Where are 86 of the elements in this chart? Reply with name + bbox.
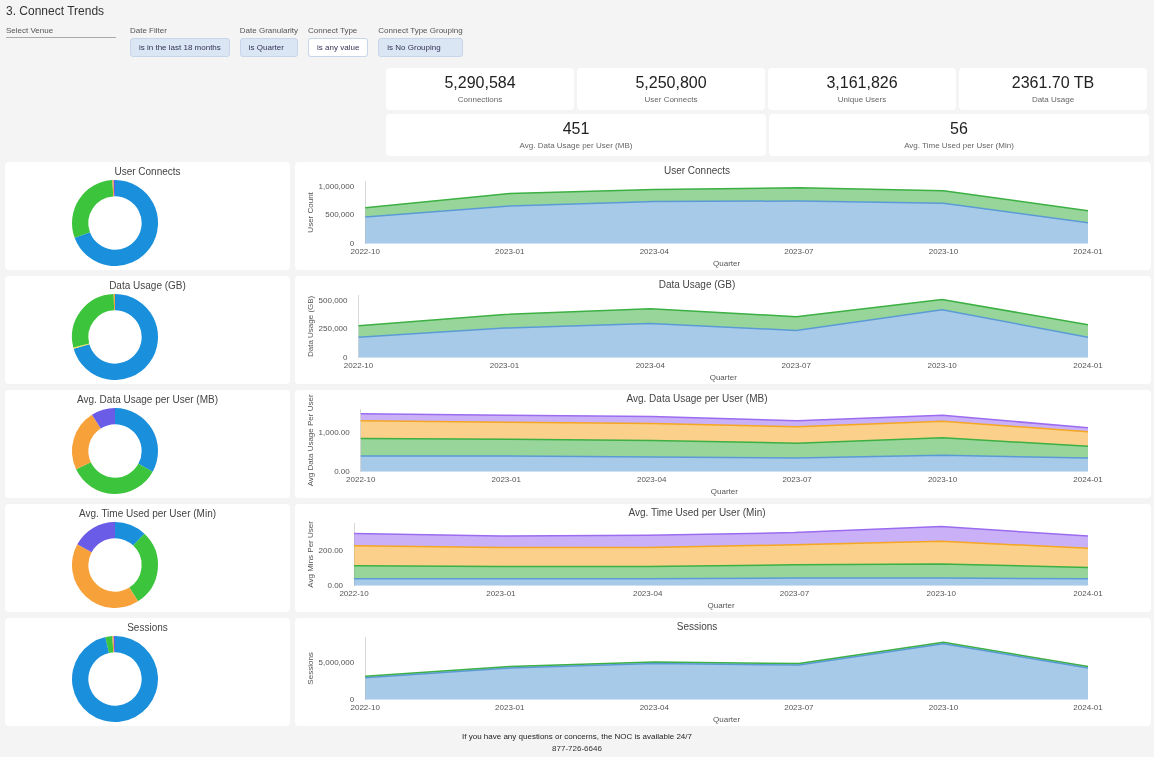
- x-tick-label: 2024-01: [1073, 246, 1104, 256]
- text: User Connects: [643, 95, 699, 104]
- x-axis-title: Quarter: [713, 259, 741, 269]
- x-tick-label: 2022-10: [346, 474, 376, 484]
- x-axis-title: Quarter: [709, 373, 738, 383]
- y-tick-label: 0.00: [334, 467, 351, 476]
- x-axis-title: Quarter: [710, 487, 739, 497]
- x-tick-label: 2022-10: [339, 588, 370, 598]
- chart-title: Sessions: [126, 622, 169, 633]
- y-axis-title: Avg Mins Per User: [306, 520, 315, 588]
- x-tick-label: 2023-10: [927, 474, 958, 484]
- chart-title: Avg. Time Used per User (Min): [77, 508, 218, 519]
- y-tick-label: 500,000: [318, 295, 349, 305]
- text: Connect Type Grouping: [378, 26, 463, 35]
- x-tick-label: 2023-04: [639, 702, 670, 712]
- text: Connections: [456, 95, 504, 104]
- x-tick-label: 2022-10: [350, 702, 381, 712]
- x-tick-label: 2023-04: [639, 246, 670, 256]
- text: 5,250,800: [634, 74, 708, 92]
- text: 5,290,584: [443, 74, 517, 92]
- text: is Quarter: [239, 38, 299, 57]
- x-axis-title: Quarter: [713, 715, 741, 725]
- text: Data Usage: [1030, 95, 1076, 104]
- x-tick-label: 2023-04: [632, 588, 663, 598]
- x-tick-label: 2023-10: [927, 360, 958, 370]
- y-tick-label: 1,000,000: [318, 181, 355, 191]
- x-tick-label: 2023-01: [495, 246, 525, 256]
- text: is No Grouping: [378, 38, 463, 57]
- x-tick-label: 2024-01: [1073, 474, 1104, 484]
- chart-title: Avg. Data Usage per User (MB): [76, 394, 219, 405]
- text: 451: [561, 120, 591, 138]
- text: Unique Users: [836, 95, 888, 104]
- chart-title: Avg. Time Used per User (Min): [628, 506, 766, 518]
- x-tick-label: 2022-10: [343, 360, 374, 370]
- x-tick-label: 2023-01: [489, 360, 520, 370]
- x-tick-label: 2023-01: [486, 588, 517, 598]
- text: Select Venue: [6, 26, 116, 35]
- x-tick-label: 2023-04: [635, 360, 666, 370]
- text: 877-726-6646: [551, 744, 603, 753]
- text: 2361.70 TB: [1010, 74, 1096, 92]
- x-tick-label: 2024-01: [1073, 588, 1104, 598]
- text: 3,161,826: [825, 74, 899, 92]
- text: is in the last 18 months: [130, 38, 230, 57]
- text: 3. Connect Trends: [6, 4, 106, 18]
- text: Connect Type: [308, 26, 359, 35]
- x-tick-label: 2023-07: [784, 246, 815, 256]
- y-axis-title: Sessions: [306, 652, 315, 685]
- text: is any value: [308, 38, 369, 57]
- y-tick-label: 5,000,000: [318, 658, 355, 668]
- y-tick-label: 0: [349, 239, 355, 248]
- chart-title: Avg. Data Usage per User (MB): [626, 392, 768, 404]
- x-tick-label: 2023-01: [495, 702, 525, 712]
- x-tick-label: 2024-01: [1073, 702, 1104, 712]
- text: Date Granularity: [239, 26, 299, 35]
- x-tick-label: 2023-07: [782, 474, 813, 484]
- text: Date Filter: [130, 26, 168, 35]
- text: If you have any questions or concerns, the NOC is available 24/7: [461, 732, 693, 741]
- x-tick-label: 2023-10: [928, 702, 959, 712]
- x-tick-label: 2023-01: [491, 474, 522, 484]
- x-tick-label: 2023-07: [784, 702, 815, 712]
- y-tick-label: 0: [343, 353, 349, 362]
- x-axis-title: Quarter: [707, 601, 735, 611]
- x-tick-label: 2023-04: [636, 474, 667, 484]
- x-tick-label: 2024-01: [1073, 360, 1104, 370]
- chart-title: Data Usage (GB): [658, 278, 736, 290]
- x-tick-label: 2023-10: [926, 588, 957, 598]
- text: Avg. Data Usage per User (MB): [518, 141, 634, 150]
- chart-title: User Connects: [113, 166, 182, 177]
- text: 56: [949, 120, 969, 138]
- x-tick-label: 2023-07: [781, 360, 812, 370]
- y-axis-title: Data Usage (GB): [306, 295, 315, 358]
- y-tick-label: 1,000.00: [318, 427, 351, 437]
- y-tick-label: 0: [349, 695, 355, 704]
- y-tick-label: 500,000: [325, 210, 355, 220]
- x-tick-label: 2022-10: [350, 246, 381, 256]
- y-tick-label: 0.00: [327, 581, 344, 590]
- x-tick-label: 2023-10: [928, 246, 959, 256]
- chart-title: User Connects: [663, 164, 731, 176]
- y-tick-label: 200.00: [318, 546, 344, 556]
- y-axis-title: Avg Data Usage Per User: [306, 394, 315, 487]
- chart-title: Data Usage (GB): [108, 280, 187, 291]
- chart-title: Sessions: [676, 620, 718, 632]
- y-tick-label: 250,000: [318, 324, 349, 334]
- x-tick-label: 2023-07: [779, 588, 810, 598]
- y-axis-title: User Count: [306, 191, 315, 233]
- text: Avg. Time Used per User (Min): [903, 141, 1015, 150]
